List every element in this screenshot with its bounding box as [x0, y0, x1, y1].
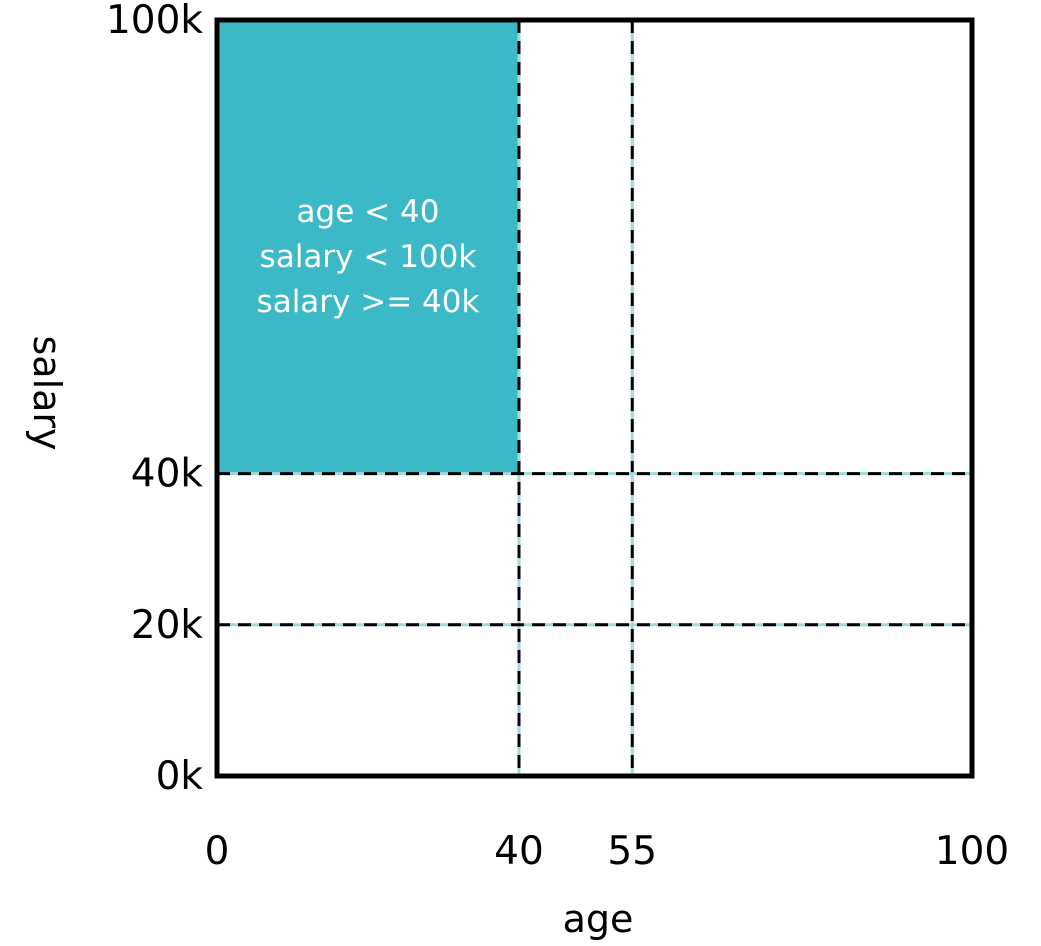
- x-tick-label: 55: [607, 829, 657, 874]
- x-axis-title: age: [563, 897, 634, 941]
- y-axis-title: salary: [25, 335, 69, 450]
- region-condition: salary >= 40k: [257, 284, 480, 320]
- region-condition: salary < 100k: [260, 239, 477, 275]
- x-tick-label: 0: [205, 829, 230, 874]
- x-tick-label: 40: [494, 829, 544, 874]
- plot-frame: [214, 17, 975, 779]
- x-tick-label: 100: [935, 829, 1009, 874]
- x-tick-labels: 0 40 55 100: [205, 829, 1010, 874]
- y-tick-label: 0k: [156, 754, 204, 799]
- highlighted-region: [217, 20, 519, 474]
- y-tick-label: 40k: [131, 452, 204, 497]
- y-tick-label: 100k: [106, 0, 203, 43]
- y-tick-labels: 0k 20k 40k 100k: [106, 0, 203, 799]
- y-tick-label: 20k: [131, 603, 204, 648]
- region-conditions: age < 40 salary < 100k salary >= 40k: [257, 194, 480, 320]
- split-lines: [217, 20, 972, 776]
- region-condition: age < 40: [297, 194, 440, 230]
